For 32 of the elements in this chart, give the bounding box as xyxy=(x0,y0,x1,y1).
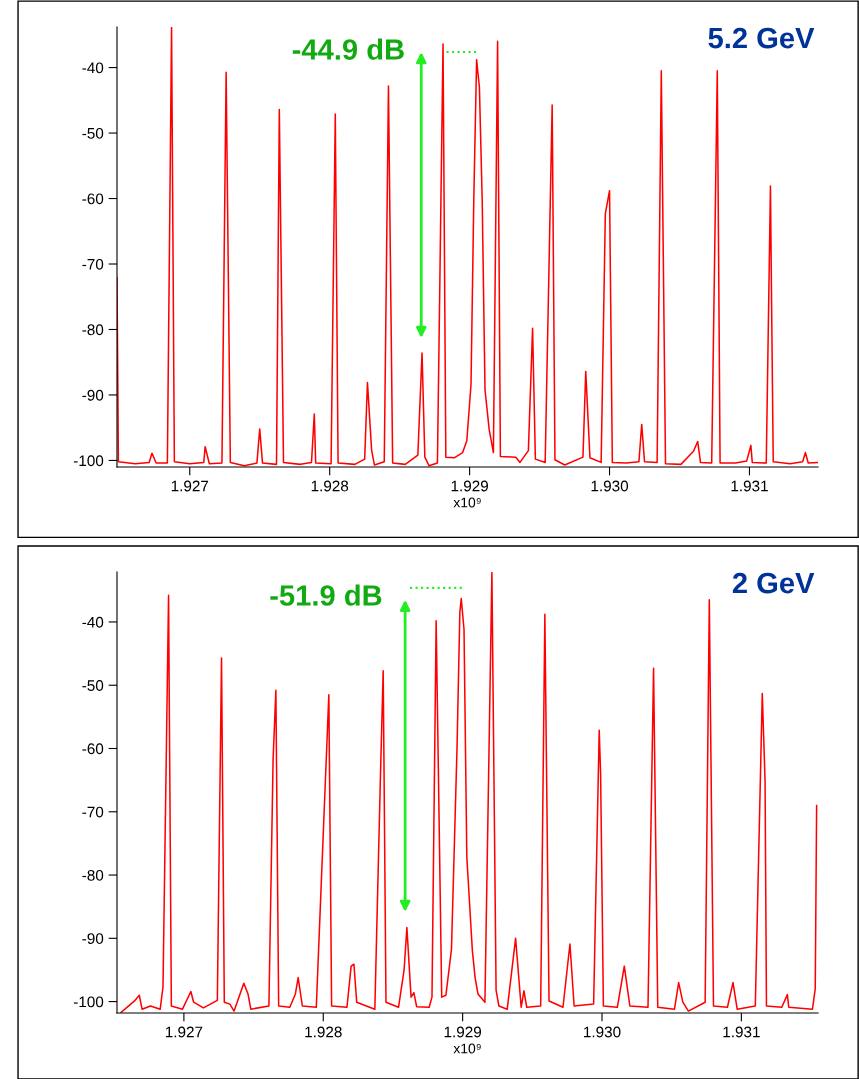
y-tick-label: -100 xyxy=(73,996,104,1008)
x-tick-label: 1.929 xyxy=(451,480,488,492)
x-tick-label: 1.927 xyxy=(165,1026,203,1038)
x-tick-label: 1.931 xyxy=(731,480,768,492)
x-tick-label: 1.931 xyxy=(723,1026,760,1038)
x-axis-title: x10⁹ xyxy=(453,497,481,508)
x-tick-label: 1.929 xyxy=(444,1026,482,1038)
y-tick-label: -80 xyxy=(82,869,104,881)
x-tick-label: 1.930 xyxy=(584,1026,621,1038)
y-tick-label: -60 xyxy=(82,743,104,755)
x-tick-label: 1.928 xyxy=(311,480,349,492)
x-tick-label: 1.927 xyxy=(171,480,209,492)
y-tick-label: -100 xyxy=(73,455,104,467)
annotation: -44.9 dB xyxy=(292,38,404,60)
annotation: 5.2 GeV xyxy=(708,27,815,49)
annotation: 2 GeV xyxy=(732,572,815,594)
y-tick-label: -80 xyxy=(82,324,104,336)
y-tick-label: -50 xyxy=(82,680,104,691)
y-tick-label: -90 xyxy=(82,933,104,944)
line-series xyxy=(120,571,818,1013)
y-tick-label: -70 xyxy=(82,806,104,818)
x-axis-title: x10⁹ xyxy=(453,1043,481,1054)
annotation: -51.9 dB xyxy=(270,584,382,606)
y-tick-label: -50 xyxy=(82,127,104,139)
y-tick-label: -60 xyxy=(82,193,104,205)
y-tick-label: -90 xyxy=(82,389,104,401)
line-series xyxy=(117,26,819,467)
y-tick-label: -70 xyxy=(82,258,104,270)
x-tick-label: 1.928 xyxy=(305,1026,342,1038)
x-tick-label: 1.930 xyxy=(591,480,629,492)
y-tick-label: -40 xyxy=(82,616,104,628)
y-tick-label: -40 xyxy=(82,62,104,74)
